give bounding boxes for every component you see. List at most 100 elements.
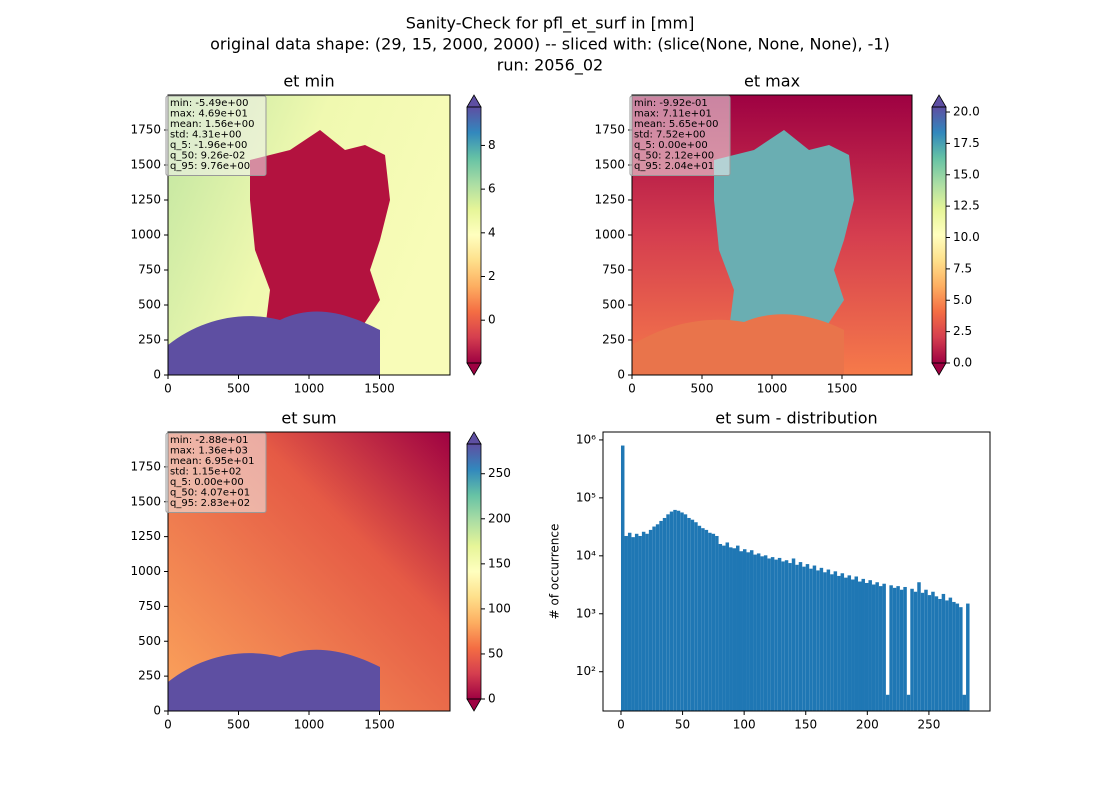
stats-line: max: 4.69e+01 (170, 109, 248, 120)
bar (631, 537, 635, 711)
y-tick-label: 0 (153, 704, 161, 718)
bar (844, 577, 848, 711)
bar (648, 529, 653, 711)
stats-line: min: -5.49e+00 (170, 98, 249, 109)
bar (732, 548, 737, 711)
bar (837, 575, 841, 711)
bar (788, 563, 792, 711)
y-tick-label: 750 (138, 263, 161, 277)
colorbar-tick-label: 6 (488, 182, 496, 196)
map-et-min (168, 95, 450, 375)
colorbar-tick-label: 20.0 (953, 105, 980, 119)
colorbar-tick-label: 12.5 (953, 199, 980, 213)
colorbar-tick-label: 17.5 (953, 136, 980, 150)
bar (864, 582, 869, 711)
y-tick-label: 10⁶ (576, 432, 596, 446)
stats-line: q_5: 0.00e+00 (634, 140, 708, 151)
y-tick-label: 250 (138, 669, 161, 683)
bar (798, 562, 803, 711)
colorbar-tick-label: 8 (488, 138, 496, 152)
bar (878, 586, 883, 711)
stats-line: std: 4.31e+00 (170, 130, 242, 141)
stats-line: q_95: 2.04e+01 (634, 161, 714, 172)
stats-line: min: -9.92e-01 (634, 98, 708, 109)
bar (673, 509, 677, 711)
axes-frame (602, 431, 991, 712)
bar (889, 585, 893, 711)
stats-line: max: 7.11e+01 (634, 109, 712, 120)
colorbar-frame (466, 106, 482, 364)
bar (680, 512, 684, 711)
y-tick-label: 250 (138, 333, 161, 347)
colorbar-extend-top (466, 94, 482, 108)
x-tick-label: 1000 (757, 382, 788, 396)
stats-line: std: 1.15e+02 (170, 467, 242, 478)
bar (924, 589, 928, 711)
bar (945, 600, 949, 711)
x-tick-label: 500 (691, 382, 714, 396)
bar (868, 580, 872, 711)
colorbar-frame (931, 106, 947, 364)
suptitle: Sanity-Check for pfl_et_surf in [mm] (406, 14, 695, 34)
bar (840, 573, 845, 711)
colorbar-extend-top (931, 94, 947, 108)
bar (690, 519, 695, 711)
bar (962, 694, 967, 711)
bar (910, 588, 914, 711)
stats-box (165, 432, 267, 513)
x-tick-label: 1500 (364, 382, 395, 396)
bar (627, 532, 632, 711)
colorbar-tick-label: 15.0 (953, 167, 980, 181)
x-tick-label: 50 (675, 718, 690, 732)
bar (941, 593, 946, 711)
y-tick-label: 1250 (130, 193, 161, 207)
colorbar (467, 444, 481, 699)
bar (830, 574, 834, 711)
bar (896, 586, 900, 711)
bar (753, 554, 757, 711)
y-tick-label: 1250 (594, 193, 625, 207)
y-tick-label: 0 (617, 368, 625, 382)
stats-line: q_95: 2.83e+02 (170, 498, 250, 509)
colorbar-tick-label: 2.5 (953, 324, 972, 338)
bar (767, 558, 771, 711)
bar (708, 532, 712, 711)
y-tick-label: 250 (602, 333, 625, 347)
bar (746, 552, 750, 711)
x-tick-label: 250 (917, 718, 940, 732)
x-tick-label: 1500 (827, 382, 858, 396)
bar (736, 545, 740, 711)
bar (917, 582, 921, 711)
y-tick-label: 1000 (594, 228, 625, 242)
x-tick-label: 100 (733, 718, 756, 732)
subplot-title: et sum (281, 409, 336, 428)
y-tick-label: 500 (138, 634, 161, 648)
colorbar-extend-top (466, 431, 482, 445)
bar (802, 566, 806, 711)
colorbar-tick-label: 4 (488, 225, 496, 239)
bar (952, 601, 956, 711)
y-tick-label: 10⁴ (576, 548, 596, 562)
bar (938, 598, 942, 711)
bar (899, 589, 904, 711)
bar (641, 531, 646, 711)
bar (770, 557, 775, 711)
bar (666, 514, 670, 711)
bar (819, 567, 824, 711)
stats-line: q_50: 4.07e+01 (170, 488, 250, 499)
colorbar-tick-label: 5.0 (953, 293, 972, 307)
bar (826, 569, 831, 711)
stats-box (165, 95, 267, 176)
colorbar-extend-bottom (466, 698, 482, 712)
bar (847, 575, 852, 711)
bar (882, 583, 886, 711)
x-tick-label: 1500 (364, 718, 395, 732)
x-tick-label: 0 (164, 718, 172, 732)
y-tick-label: 500 (138, 298, 161, 312)
bar (638, 535, 642, 711)
x-tick-label: 200 (856, 718, 879, 732)
bar (809, 568, 813, 711)
bar (920, 592, 925, 711)
x-tick-label: 0 (164, 382, 172, 396)
bar (669, 511, 674, 711)
